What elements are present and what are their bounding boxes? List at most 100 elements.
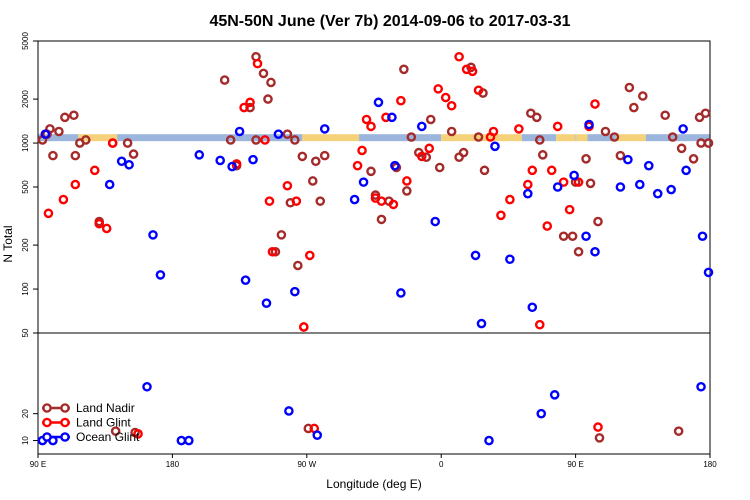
band-segment-ocean (38, 134, 79, 142)
data-point (299, 322, 309, 332)
data-point (454, 152, 464, 162)
data-point (361, 114, 372, 125)
data-point (629, 102, 639, 113)
data-point (273, 129, 284, 139)
data-point (527, 165, 538, 176)
data-point (496, 210, 506, 221)
legend-marker (42, 417, 52, 428)
data-point (421, 152, 432, 162)
data-point (696, 138, 706, 148)
band-segment-ocean (587, 134, 616, 142)
data-point (399, 64, 409, 75)
data-point (40, 129, 51, 139)
data-point (406, 132, 417, 142)
data-point (479, 165, 490, 176)
x-axis-title: Longitude (deg E) (326, 477, 421, 491)
data-point (534, 135, 545, 145)
data-point (240, 275, 251, 285)
data-point (488, 126, 499, 137)
data-point (248, 154, 258, 165)
data-point (567, 231, 578, 242)
data-point (304, 250, 315, 261)
data-point (48, 150, 58, 161)
band-segment-ocean (575, 134, 577, 142)
data-point (366, 166, 376, 177)
data-point (514, 124, 524, 134)
y-tick-label: 50 (21, 328, 30, 337)
legend-marker (60, 432, 70, 442)
data-point (703, 267, 714, 278)
band-segment-land (576, 134, 588, 142)
data-point (593, 216, 603, 227)
data-point (58, 194, 69, 205)
data-point (293, 260, 303, 271)
data-point (252, 58, 263, 69)
data-point (594, 433, 605, 443)
data-point (402, 176, 412, 186)
x-tick-label: 90 E (567, 460, 583, 469)
band-segment-ocean (117, 134, 303, 142)
data-point (366, 121, 376, 132)
data-point (110, 426, 121, 436)
data-point (260, 135, 270, 145)
data-point (584, 119, 594, 130)
data-point (352, 160, 363, 171)
data-point (558, 177, 569, 187)
data-point (697, 231, 708, 242)
data-point (667, 132, 678, 142)
data-point (490, 141, 500, 152)
data-point (155, 270, 166, 280)
data-point (581, 231, 591, 242)
data-point (284, 406, 294, 416)
data-point (552, 121, 563, 132)
band-segment-land (78, 134, 118, 142)
data-point (573, 246, 584, 257)
data-point (251, 135, 261, 145)
data-point (396, 288, 406, 298)
data-point (569, 170, 579, 181)
band-segment-land (556, 134, 576, 142)
data-point (282, 129, 293, 139)
data-point (476, 318, 487, 329)
data-point (434, 162, 445, 173)
data-point (615, 182, 626, 192)
chart-title: 45N-50N June (Ver 7b) 2014-09-06 to 2017… (209, 13, 570, 30)
data-point (593, 422, 603, 432)
lower-panel-frame (37, 332, 711, 455)
data-point (473, 132, 484, 142)
data-point (678, 124, 688, 134)
data-point (266, 77, 276, 88)
data-point (666, 184, 676, 195)
data-point (215, 155, 225, 166)
data-point (440, 92, 451, 103)
data-point (297, 151, 308, 162)
data-point (688, 153, 699, 164)
data-point (376, 196, 387, 206)
band-segment-land (615, 134, 646, 142)
data-point (148, 230, 158, 240)
legend-marker (60, 403, 70, 413)
data-point (433, 84, 444, 94)
data-point (424, 143, 435, 154)
data-point (315, 196, 326, 206)
data-point (564, 204, 575, 215)
data-point (239, 102, 249, 113)
data-point (581, 153, 591, 164)
data-point (69, 110, 79, 121)
data-point (638, 91, 648, 101)
data-point (676, 143, 687, 154)
data-point (267, 246, 278, 257)
data-point (357, 145, 367, 156)
data-point (184, 435, 194, 446)
data-point (531, 112, 542, 123)
legend-label: Land Glint (76, 416, 131, 430)
data-point (303, 423, 314, 434)
data-point (54, 126, 64, 137)
data-point (536, 408, 547, 419)
data-point (590, 99, 600, 109)
data-point (615, 150, 626, 161)
data-point (549, 390, 560, 400)
x-tick-label: 180 (166, 460, 180, 469)
legend-marker (42, 403, 52, 413)
